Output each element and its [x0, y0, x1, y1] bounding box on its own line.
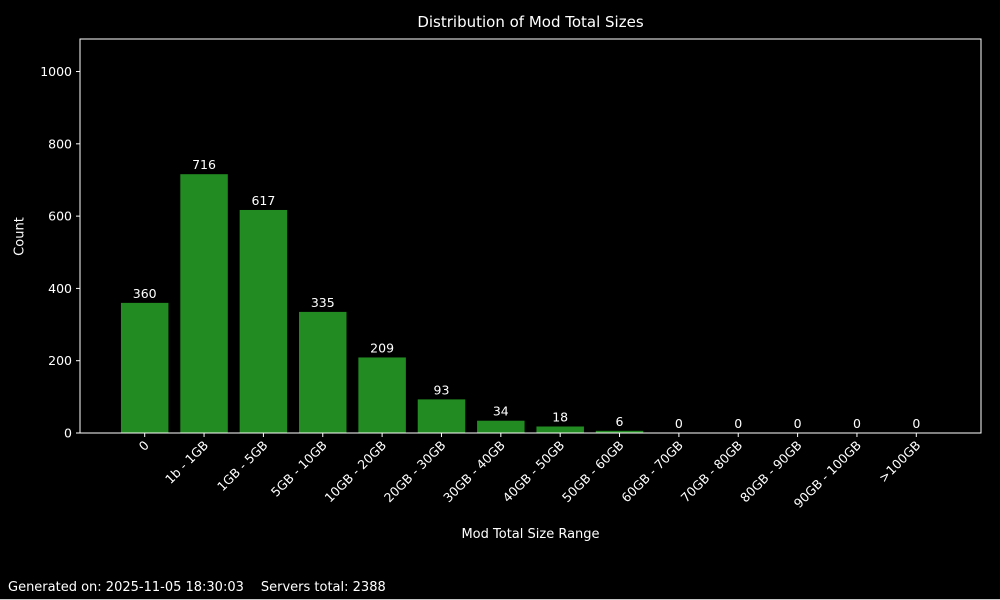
bar-value-label: 93: [434, 382, 450, 397]
x-tick-label: 40GB - 50GB: [500, 438, 568, 506]
chart-title: Distribution of Mod Total Sizes: [417, 13, 644, 31]
bar: [358, 357, 406, 433]
x-tick-label: 1GB - 5GB: [214, 438, 270, 494]
generated-timestamp: Generated on: 2025-11-05 18:30:03: [8, 580, 244, 595]
y-tick-label: 200: [48, 353, 72, 368]
bar-value-label: 18: [552, 409, 568, 424]
y-tick-label: 400: [48, 281, 72, 296]
bar: [477, 420, 525, 433]
bar-value-label: 0: [912, 416, 920, 431]
bar: [180, 174, 228, 433]
y-tick-label: 0: [64, 426, 72, 441]
x-tick-label: 10GB - 20GB: [321, 438, 389, 506]
x-tick-label: 0: [136, 437, 152, 453]
bar-value-label: 0: [794, 416, 802, 431]
servers-total: Servers total: 2388: [260, 580, 386, 595]
x-tick-label: 30GB - 40GB: [440, 438, 508, 506]
x-tick-label: 1b - 1GB: [162, 438, 211, 487]
bar-value-label: 0: [853, 416, 861, 431]
x-axis-label: Mod Total Size Range: [461, 527, 600, 542]
bar-value-label: 0: [675, 416, 683, 431]
y-tick-label: 600: [48, 209, 72, 224]
bar-value-label: 617: [251, 193, 275, 208]
x-tick-label: 5GB - 10GB: [268, 438, 330, 500]
bar: [299, 311, 347, 433]
x-tick-label: 60GB - 70GB: [618, 438, 686, 506]
y-tick-label: 800: [48, 136, 72, 151]
bar-value-label: 335: [311, 295, 335, 310]
x-tick-label: 70GB - 80GB: [678, 438, 746, 506]
bar: [417, 399, 466, 433]
bar: [595, 430, 644, 433]
bar-value-label: 0: [734, 416, 742, 431]
bar: [239, 209, 288, 433]
bar-value-label: 34: [493, 404, 509, 419]
bar-value-label: 716: [192, 157, 216, 172]
bar-value-label: 209: [370, 340, 394, 355]
y-tick-label: 1000: [40, 64, 72, 79]
y-axis-label: Count: [12, 217, 28, 256]
x-tick-label: 20GB - 30GB: [381, 438, 449, 506]
bar-value-label: 360: [133, 286, 157, 301]
bar: [536, 426, 584, 433]
x-tick-label: >100GB: [876, 438, 924, 486]
footer: Generated on: 2025-11-05 18:30:03 Server…: [8, 580, 386, 595]
plot-border: [79, 38, 982, 434]
x-tick-label: 50GB - 60GB: [559, 438, 627, 506]
bar: [120, 302, 169, 433]
bar-value-label: 6: [616, 414, 624, 429]
